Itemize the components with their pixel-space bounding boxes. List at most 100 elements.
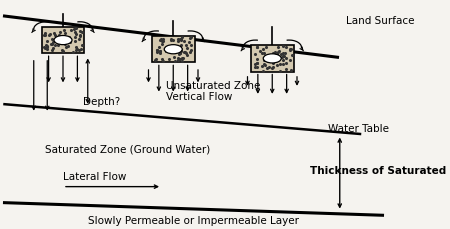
Point bbox=[40, 45, 47, 49]
Point bbox=[49, 46, 56, 50]
Point bbox=[287, 48, 294, 51]
Point bbox=[62, 38, 69, 41]
Point bbox=[177, 57, 184, 60]
Point bbox=[61, 32, 68, 35]
Point bbox=[261, 62, 268, 65]
Point bbox=[188, 35, 195, 39]
Point bbox=[279, 59, 286, 62]
Point bbox=[157, 51, 164, 55]
Point bbox=[76, 29, 83, 33]
Point bbox=[187, 43, 194, 47]
Point bbox=[48, 37, 55, 41]
Point bbox=[69, 50, 76, 54]
Point bbox=[72, 27, 79, 30]
Point bbox=[72, 30, 79, 34]
Point bbox=[271, 54, 279, 57]
Point bbox=[178, 57, 185, 60]
Point bbox=[170, 38, 177, 41]
Point bbox=[72, 32, 80, 36]
Point bbox=[177, 47, 184, 51]
Point bbox=[44, 39, 51, 43]
Point bbox=[283, 56, 290, 60]
Point bbox=[288, 54, 295, 57]
Point bbox=[170, 55, 177, 59]
Point bbox=[159, 37, 166, 41]
Point bbox=[279, 62, 287, 65]
Point bbox=[283, 67, 290, 71]
Point bbox=[78, 47, 85, 50]
Point bbox=[172, 59, 179, 62]
Point bbox=[66, 41, 73, 44]
Point bbox=[160, 59, 167, 63]
Text: Land Surface: Land Surface bbox=[346, 16, 415, 26]
Point bbox=[61, 39, 68, 43]
Point bbox=[153, 48, 161, 52]
Point bbox=[168, 37, 175, 41]
Point bbox=[178, 35, 185, 39]
Point bbox=[174, 39, 181, 43]
Point bbox=[269, 66, 276, 70]
Point bbox=[276, 69, 284, 72]
Point bbox=[49, 48, 56, 52]
Point bbox=[253, 61, 261, 65]
Point bbox=[173, 45, 180, 49]
Point bbox=[51, 43, 59, 47]
Point bbox=[41, 31, 49, 35]
Point bbox=[175, 59, 182, 62]
Point bbox=[264, 55, 271, 59]
Point bbox=[160, 39, 167, 43]
Point bbox=[280, 51, 287, 55]
Point bbox=[270, 62, 277, 65]
Point bbox=[274, 45, 282, 49]
Point bbox=[56, 30, 63, 34]
Point bbox=[59, 49, 66, 53]
Point bbox=[48, 42, 55, 46]
Point bbox=[179, 59, 186, 63]
Text: Slowly Permeable or Impermeable Layer: Slowly Permeable or Impermeable Layer bbox=[88, 216, 299, 226]
Point bbox=[76, 49, 83, 52]
Circle shape bbox=[54, 35, 72, 45]
Point bbox=[48, 42, 55, 46]
Point bbox=[282, 61, 289, 65]
Point bbox=[162, 49, 170, 53]
Point bbox=[253, 65, 261, 68]
Point bbox=[181, 50, 189, 54]
Point bbox=[288, 68, 295, 72]
Circle shape bbox=[263, 54, 281, 63]
Point bbox=[166, 49, 174, 53]
Point bbox=[158, 37, 165, 41]
Point bbox=[270, 53, 278, 57]
Point bbox=[262, 45, 270, 49]
Point bbox=[182, 43, 189, 47]
Point bbox=[156, 45, 163, 49]
Point bbox=[273, 63, 280, 67]
Point bbox=[261, 63, 268, 66]
Point bbox=[282, 51, 289, 55]
Point bbox=[76, 33, 84, 36]
Point bbox=[273, 52, 280, 55]
Point bbox=[174, 56, 181, 60]
Point bbox=[72, 39, 79, 43]
Point bbox=[183, 54, 190, 57]
Point bbox=[42, 46, 49, 50]
Point bbox=[158, 42, 166, 46]
Point bbox=[156, 49, 163, 52]
Point bbox=[182, 52, 189, 55]
Point bbox=[265, 58, 272, 62]
Point bbox=[178, 49, 185, 53]
Point bbox=[274, 50, 281, 54]
Point bbox=[256, 49, 263, 53]
Point bbox=[44, 44, 51, 48]
Point bbox=[50, 31, 57, 34]
Point bbox=[59, 35, 66, 38]
Point bbox=[166, 57, 173, 60]
Point bbox=[188, 48, 195, 52]
Point bbox=[281, 55, 288, 58]
Point bbox=[43, 43, 50, 47]
Point bbox=[263, 66, 270, 70]
Point bbox=[44, 47, 51, 50]
Point bbox=[270, 51, 277, 55]
Point bbox=[68, 28, 75, 32]
Point bbox=[279, 54, 287, 58]
Point bbox=[180, 56, 187, 60]
